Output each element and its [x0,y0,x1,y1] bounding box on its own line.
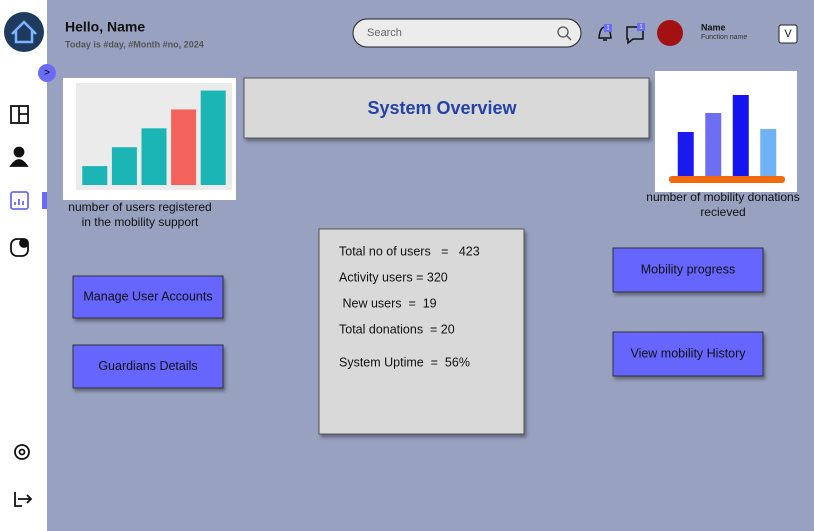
bar [732,95,749,176]
bar [111,147,137,185]
users-caption: in the mobility support [82,215,199,229]
search-icon-handle [566,35,572,41]
bar [82,166,108,185]
overview-title: System Overview [367,98,517,118]
search-placeholder: Search [367,27,402,39]
nav-settings[interactable] [14,444,30,460]
stat-line: New users = 19 [339,296,437,310]
user-role: Function name [701,34,747,41]
users-caption: number of users registered [68,200,211,214]
notification-badge [604,24,612,32]
donations-caption: number of mobility donations [646,190,799,204]
dropdown-label: V [784,28,792,40]
action-button[interactable] [72,275,224,319]
dropdown-button[interactable] [778,24,798,44]
action-button-label: Manage User Accounts [83,289,212,303]
search-box[interactable] [352,18,582,48]
greeting: Hello, Name [65,19,145,35]
overview-header [243,77,650,139]
notification-count: 1 [606,26,610,32]
user-name: Name [701,22,726,32]
logo-icon [11,20,37,44]
stat-line: System Uptime = 56% [339,355,470,369]
stats-panel [318,228,525,435]
bar [171,109,197,185]
stat-line: Total donations = 20 [339,322,455,336]
nav-active-indicator [42,192,47,209]
stat-line: Total no of users = 423 [339,244,480,258]
action-button-label: View mobility History [630,346,746,360]
message-badge [637,23,645,31]
action-button-label: Mobility progress [641,262,735,276]
donations-baseline [669,176,785,183]
action-button[interactable] [612,331,764,377]
nav-user[interactable] [13,146,25,158]
action-button[interactable] [72,344,224,389]
logo[interactable] [4,12,44,52]
avatar[interactable] [657,20,683,46]
bar [677,132,694,176]
sidebar [0,0,47,531]
nav-stats[interactable] [10,238,29,257]
bar [141,128,167,185]
nav-logout[interactable] [14,492,33,507]
nav-reports[interactable] [10,191,29,210]
search-icon [557,26,569,38]
bar [760,129,777,176]
action-button[interactable] [612,247,764,293]
nav-icons [9,105,33,507]
toggle-label: > [44,68,50,79]
stat-line: Activity users = 320 [339,270,448,284]
bar [705,113,722,176]
action-button-label: Guardians Details [98,359,197,373]
date: Today is #day, #Month #no, 2024 [65,39,204,49]
donations-caption: recieved [700,205,745,219]
sidebar-toggle[interactable] [38,64,56,82]
bar [200,90,226,185]
message-count: 1 [639,25,643,31]
